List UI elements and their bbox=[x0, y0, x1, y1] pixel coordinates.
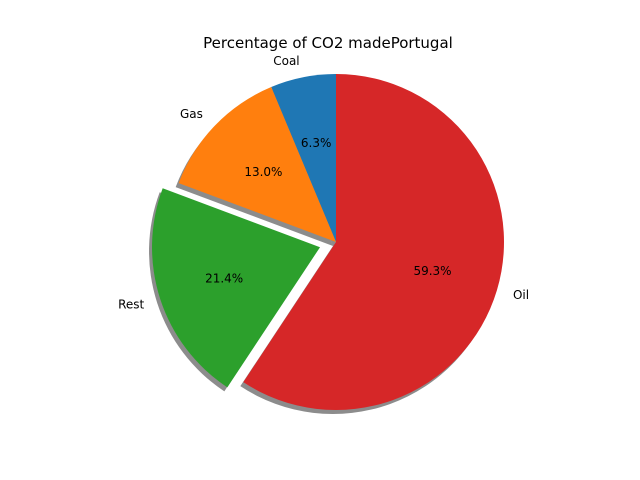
pie-slice-oil bbox=[243, 74, 504, 410]
pie-slice-rest bbox=[152, 188, 321, 388]
slice-label-oil: Oil bbox=[513, 288, 529, 302]
slice-pct-rest: 21.4% bbox=[205, 271, 243, 285]
slice-pct-oil: 59.3% bbox=[413, 264, 451, 278]
slice-pct-coal: 6.3% bbox=[301, 136, 332, 150]
slice-pct-gas: 13.0% bbox=[244, 165, 282, 179]
pie-slice-coal bbox=[271, 74, 336, 242]
pie-slice-gas bbox=[178, 86, 336, 242]
slice-label-coal: Coal bbox=[273, 54, 299, 68]
slice-label-gas: Gas bbox=[180, 107, 203, 121]
chart-title: Percentage of CO2 madePortugal bbox=[203, 34, 453, 52]
slice-labels: Coal 6.3% Gas 13.0% Rest 21.4% Oil 59.3% bbox=[118, 54, 529, 311]
pie-slices bbox=[152, 74, 504, 410]
slice-label-rest: Rest bbox=[118, 297, 144, 311]
